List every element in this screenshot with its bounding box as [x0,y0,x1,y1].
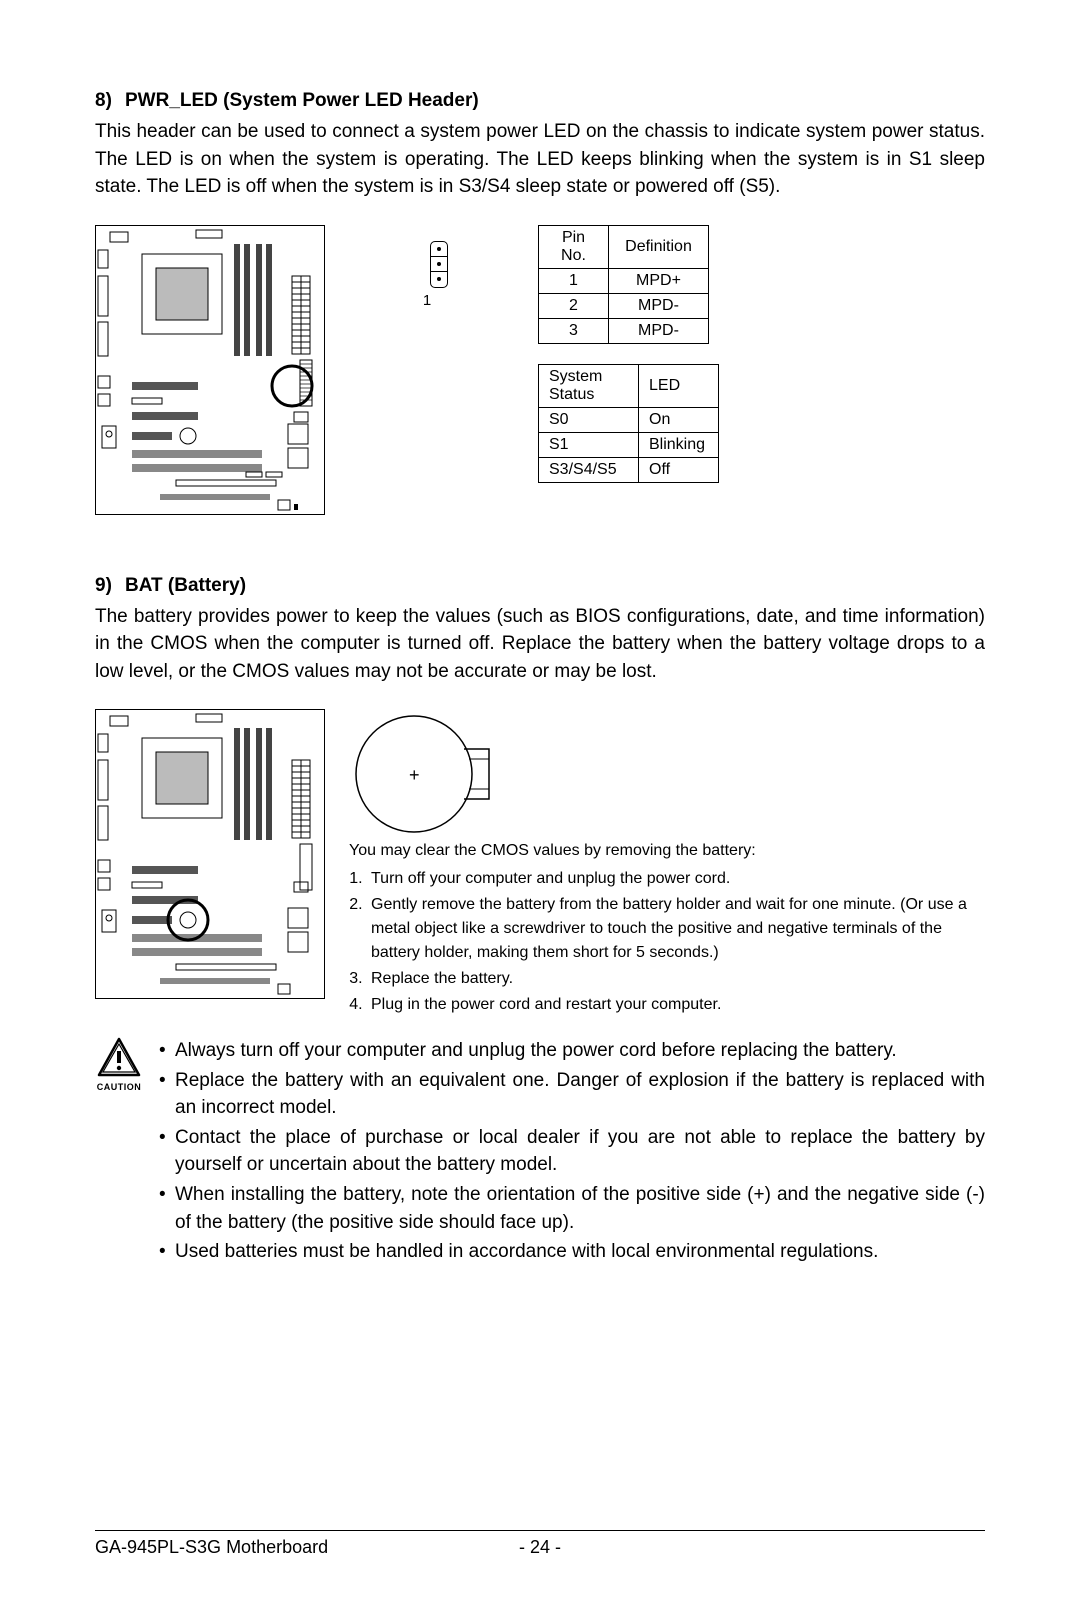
table-cell: 2 [539,293,609,318]
table-cell: MPD- [609,318,709,343]
section-title: BAT (Battery) [125,575,246,597]
motherboard-diagram [95,225,325,515]
footer-page-number: - 24 - [392,1537,689,1558]
table-cell: On [639,407,719,432]
list-item: Plug in the power cord and restart your … [367,993,985,1017]
list-item: Always turn off your computer and unplug… [157,1037,985,1065]
heading-row: 9) BAT (Battery) [95,575,985,597]
list-item: Contact the place of purchase or local d… [157,1124,985,1179]
table-header: Definition [609,225,709,268]
caution-list: Always turn off your computer and unplug… [157,1037,985,1267]
motherboard-diagram [95,709,325,999]
table-header: System Status [539,364,639,407]
pin-header-icon [430,241,448,288]
list-item: When installing the battery, note the or… [157,1181,985,1236]
table-cell: 3 [539,318,609,343]
list-item: Replace the battery with an equivalent o… [157,1067,985,1122]
table-header: Pin No. [539,225,609,268]
system-status-table: System Status LED S0On S1Blinking S3/S4/… [538,364,719,483]
diagram-area: 1 Pin No. Definition 1MPD+ 2MPD- 3MPD- S… [95,225,985,515]
list-item: Gently remove the battery from the batte… [367,893,985,965]
page-footer: GA-945PL-S3G Motherboard - 24 - [95,1530,985,1558]
table-header: LED [639,364,719,407]
battery-diagram-row: + You may clear the CMOS values by remov… [95,709,985,1019]
cmos-steps-list: Turn off your computer and unplug the po… [367,867,985,1017]
section-number: 8) [95,90,125,112]
table-cell: S0 [539,407,639,432]
page: 8) PWR_LED (System Power LED Header) Thi… [0,0,1080,1604]
heading-row: 8) PWR_LED (System Power LED Header) [95,90,985,112]
table-cell: S3/S4/S5 [539,457,639,482]
tables-column: Pin No. Definition 1MPD+ 2MPD- 3MPD- Sys… [538,225,719,503]
battery-plus-symbol: + [409,765,420,785]
section-body: The battery provides power to keep the v… [95,603,985,686]
pin-definition-table: Pin No. Definition 1MPD+ 2MPD- 3MPD- [538,225,709,344]
table-cell: MPD- [609,293,709,318]
footer-right [688,1537,985,1558]
section-body: This header can be used to connect a sys… [95,118,985,201]
table-cell: Blinking [639,432,719,457]
list-item: Used batteries must be handled in accord… [157,1238,985,1266]
table-cell: S1 [539,432,639,457]
battery-closeup-diagram: + [349,709,499,839]
section-pwr-led: 8) PWR_LED (System Power LED Header) Thi… [95,90,985,515]
pin-one-label: 1 [423,292,431,309]
section-number: 9) [95,575,125,597]
battery-detail-column: + You may clear the CMOS values by remov… [349,709,985,1019]
table-cell: Off [639,457,719,482]
caution-label: CAUTION [95,1082,143,1092]
table-cell: MPD+ [609,268,709,293]
table-cell: 1 [539,268,609,293]
caution-icon: CAUTION [95,1037,143,1267]
list-item: Turn off your computer and unplug the po… [367,867,985,891]
cmos-intro: You may clear the CMOS values by removin… [349,839,985,863]
section-title: PWR_LED (System Power LED Header) [125,90,479,112]
footer-model: GA-945PL-S3G Motherboard [95,1537,392,1558]
clear-cmos-instructions: You may clear the CMOS values by removin… [349,839,985,1017]
list-item: Replace the battery. [367,967,985,991]
caution-block: CAUTION Always turn off your computer an… [95,1037,985,1267]
section-battery: 9) BAT (Battery) The battery provides po… [95,575,985,1268]
pin-header-diagram: 1 [430,241,448,309]
